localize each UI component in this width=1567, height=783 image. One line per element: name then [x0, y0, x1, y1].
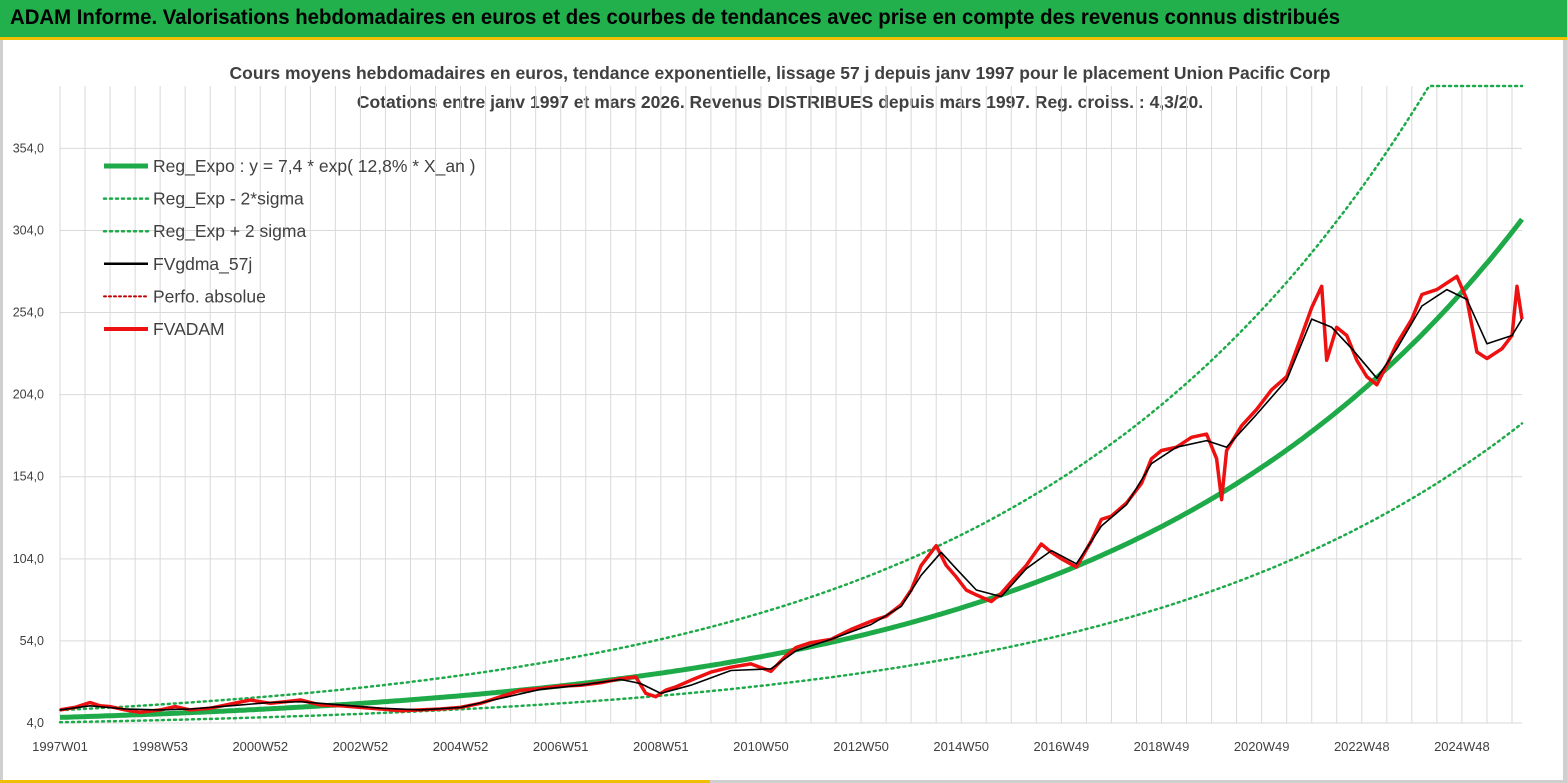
x-tick-label: 2008W51 [633, 739, 689, 754]
x-axis: 1997W01 1998W53 2000W52 2002W52 2004W52 2006W… [32, 739, 1490, 754]
series-fvgdma-57j [59, 288, 1523, 711]
series-reg-exp-minus-2-sigma [58, 422, 1524, 724]
frame-border-right [1563, 40, 1567, 783]
chart-subtitle: Cotations entre janv 1997 et mars 2026. … [357, 92, 1203, 112]
x-tick-label: 2004W52 [433, 739, 489, 754]
header-banner: ADAM Informe. Valorisations hebdomadaire… [0, 0, 1567, 40]
y-tick-label: 154,0 [13, 470, 44, 484]
legend-label: Reg_Expo : y = 7,4 * exp( 12,8% * X_an ) [153, 156, 476, 177]
x-tick-label: 2022W48 [1334, 739, 1390, 754]
series-layer [58, 84, 1524, 724]
x-tick-label: 2006W51 [533, 739, 589, 754]
legend-label: FVgdma_57j [153, 254, 252, 275]
grid-layer [59, 86, 1522, 724]
x-tick-label: 2024W48 [1434, 739, 1490, 754]
bottom-accent-bar [0, 780, 710, 783]
x-tick-label: 2012W50 [833, 739, 889, 754]
x-tick-label: 2002W52 [333, 739, 389, 754]
chart-title: Cours moyens hebdomadaires en euros, ten… [230, 63, 1331, 83]
y-tick-label: 304,0 [13, 223, 44, 237]
frame-border-left [0, 40, 3, 783]
y-axis: 4,0 54,0 104,0 154,0 204,0 254,0 304,0 354,0 [13, 141, 44, 730]
legend-label: FVADAM [153, 319, 225, 339]
series-reg-expo [59, 217, 1524, 720]
legend: Reg_Expo : y = 7,4 * exp( 12,8% * X_an )… [102, 156, 476, 339]
y-tick-label: 4,0 [27, 716, 44, 730]
frame-border-bottom [0, 780, 1567, 783]
x-tick-label: 2014W50 [933, 739, 989, 754]
x-tick-label: 2018W49 [1134, 739, 1190, 754]
page-title: ADAM Informe. Valorisations hebdomadaire… [10, 6, 1341, 29]
legend-label: Reg_Exp + 2 sigma [153, 221, 306, 242]
x-tick-label: 1997W01 [32, 739, 88, 754]
x-tick-label: 2016W49 [1034, 739, 1090, 754]
y-tick-label: 204,0 [13, 388, 44, 402]
y-tick-label: 354,0 [13, 141, 44, 155]
x-tick-label: 2000W52 [232, 739, 288, 754]
y-tick-label: 254,0 [13, 306, 44, 320]
legend-label: Reg_Exp - 2*sigma [153, 189, 304, 210]
series-fvadam [59, 274, 1524, 715]
x-tick-label: 1998W53 [132, 739, 188, 754]
legend-label: Perfo. absolue [153, 286, 266, 306]
x-tick-label: 2010W50 [733, 739, 789, 754]
y-tick-label: 104,0 [13, 552, 44, 566]
x-tick-label: 2020W49 [1234, 739, 1290, 754]
series-reg-exp-plus-2-sigma [58, 84, 1524, 712]
y-tick-label: 54,0 [20, 634, 44, 648]
